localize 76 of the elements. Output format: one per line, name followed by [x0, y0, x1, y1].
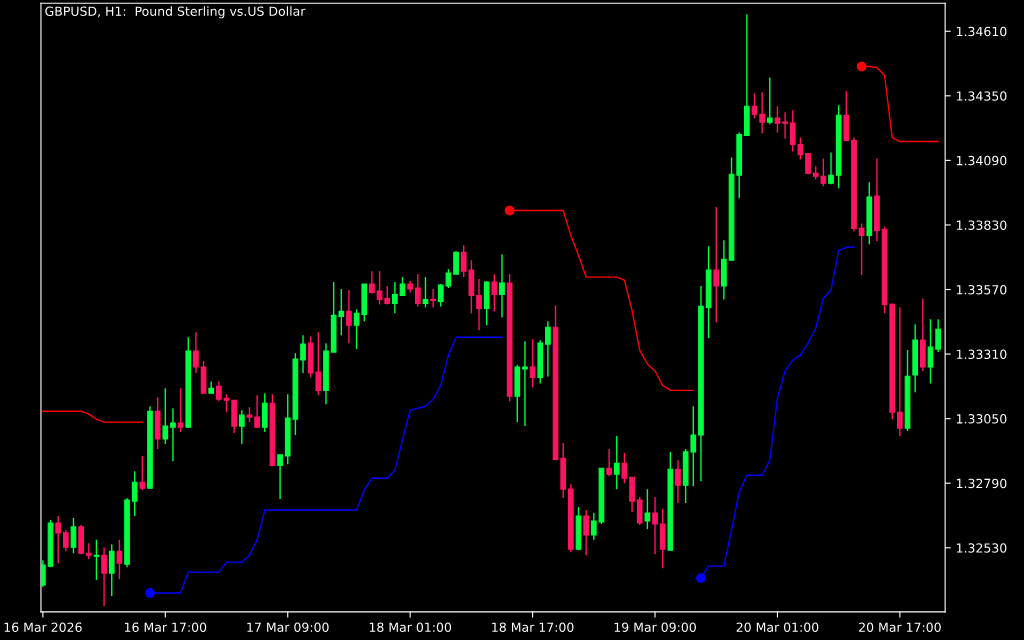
- candlestick: [590, 512, 597, 541]
- candlestick: [858, 222, 865, 276]
- candlestick: [346, 289, 352, 344]
- x-tick-label: 20 Mar 01:00: [736, 622, 819, 632]
- candlestick: [652, 496, 658, 555]
- x-tick-label: 18 Mar 17:00: [492, 622, 574, 632]
- candlestick: [55, 515, 62, 564]
- x-tick-label: 17 Mar 09:00: [247, 622, 329, 632]
- candlestick: [430, 288, 436, 309]
- candlestick: [376, 270, 383, 306]
- candlestick: [399, 276, 406, 297]
- candlestick: [935, 318, 941, 353]
- candlestick: [621, 452, 628, 484]
- candlestick: [162, 387, 169, 445]
- candlestick: [193, 331, 199, 374]
- y-tick-label: 1.34610: [956, 26, 1007, 37]
- candlestick: [828, 151, 834, 185]
- y-tick-label: 1.32530: [956, 543, 1007, 553]
- candlestick: [261, 392, 268, 433]
- candlestick: [70, 517, 77, 554]
- candlestick: [116, 539, 123, 580]
- x-tick-label: 20 Mar 17:00: [859, 622, 941, 632]
- candlestick: [644, 488, 651, 530]
- x-tick-label: 19 Mar 09:00: [614, 622, 696, 632]
- candlestick: [170, 407, 176, 463]
- candlestick: [766, 76, 773, 125]
- candlestick: [713, 206, 720, 323]
- chart-title: GBPUSD, H1: Pound Sterling vs.US Dollar: [45, 6, 306, 19]
- candlestick: [499, 253, 505, 319]
- candlestick: [101, 546, 107, 607]
- candlestick: [216, 380, 222, 402]
- candlestick: [108, 543, 115, 597]
- candlestick: [529, 338, 536, 389]
- candlestick: [606, 448, 612, 477]
- candlestick: [522, 340, 528, 427]
- candlestick: [62, 529, 69, 552]
- x-tick-label: 16 Mar 2026: [4, 622, 82, 632]
- candlestick: [453, 250, 459, 275]
- y-tick-label: 1.34350: [956, 91, 1007, 101]
- candlestick: [782, 111, 788, 140]
- candlestick: [177, 387, 184, 433]
- candlestick: [583, 509, 590, 556]
- y-tick-label: 1.33570: [956, 284, 1007, 295]
- candlestick: [93, 539, 100, 581]
- candlestick: [131, 470, 138, 517]
- candlestick: [238, 409, 245, 445]
- x-tick-label: 16 Mar 17:00: [124, 622, 207, 632]
- candlestick: [277, 454, 283, 500]
- point: [696, 573, 706, 583]
- y-tick-label: 1.32790: [956, 478, 1007, 489]
- point: [145, 588, 155, 598]
- y-tick-label: 1.33310: [956, 349, 1007, 360]
- point: [504, 205, 515, 216]
- point: [856, 61, 867, 72]
- candlestick: [545, 320, 551, 378]
- candlestick: [927, 318, 934, 385]
- x-tick-label: 18 Mar 01:00: [369, 622, 452, 632]
- candlestick: [40, 559, 46, 588]
- y-tick-label: 1.34090: [956, 155, 1007, 166]
- candlestick: [613, 435, 620, 490]
- candlestick: [897, 306, 903, 437]
- candlestick: [254, 394, 260, 429]
- candlestick: [392, 281, 398, 315]
- candlestick: [759, 91, 765, 135]
- candlestick: [300, 334, 306, 374]
- y-tick-label: 1.33050: [956, 414, 1007, 424]
- y-tick-label: 1.33830: [956, 220, 1007, 230]
- candlestick: [636, 496, 643, 526]
- candlestick: [675, 459, 681, 504]
- candlestick: [414, 273, 421, 308]
- candlestick: [629, 476, 635, 513]
- candlestick: [751, 92, 758, 119]
- candlestick: [774, 105, 781, 134]
- candlestick: [476, 278, 482, 331]
- candlestick: [139, 455, 146, 491]
- candlestick: [491, 273, 498, 313]
